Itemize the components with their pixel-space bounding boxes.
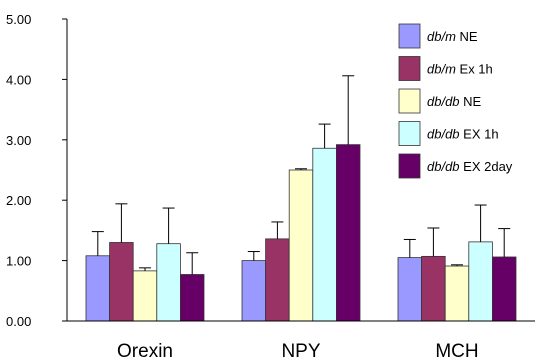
legend-label: db/db EX 1h [427,127,499,142]
x-axis: Orexin NPY MCH [67,320,535,362]
x-tick-label: NPY [281,341,320,362]
bar [491,256,517,322]
legend-swatch [398,153,421,179]
bar [265,238,290,322]
bar [312,147,337,322]
y-tick-label: 3.00 [6,133,31,148]
x-tick-label: Orexin [117,341,173,362]
bar [241,260,267,322]
bar [444,265,470,322]
x-tick-label: MCH [435,341,478,362]
bar [288,169,314,322]
bar [132,270,158,322]
legend-swatch [398,121,421,146]
bar [156,243,181,322]
y-axis: 0.00 1.00 2.00 3.00 4.00 5.00 [6,12,68,329]
legend-swatch [398,88,421,114]
bar [335,144,361,322]
legend: db/m NE db/m Ex 1h db/db NE db/db EX 1h db/d… [398,23,513,179]
legend-label: db/m NE [427,29,478,44]
legend-label: db/db NE [427,94,482,109]
y-tick-label: 5.00 [6,12,31,27]
legend-swatch [398,23,421,49]
y-tick-label: 1.00 [6,254,31,269]
bar [397,257,423,322]
bar [109,242,134,322]
legend-label: db/m Ex 1h [427,62,493,77]
y-tick-label: 0.00 [6,314,31,329]
legend-label: db/db EX 2day [427,159,513,174]
bars [85,75,517,322]
y-tick-label: 2.00 [6,193,31,208]
legend-swatch [398,56,421,81]
bar [421,255,446,322]
y-tick-label: 4.00 [6,72,31,87]
bar [468,241,493,322]
bar [179,274,205,322]
bar [85,255,111,322]
